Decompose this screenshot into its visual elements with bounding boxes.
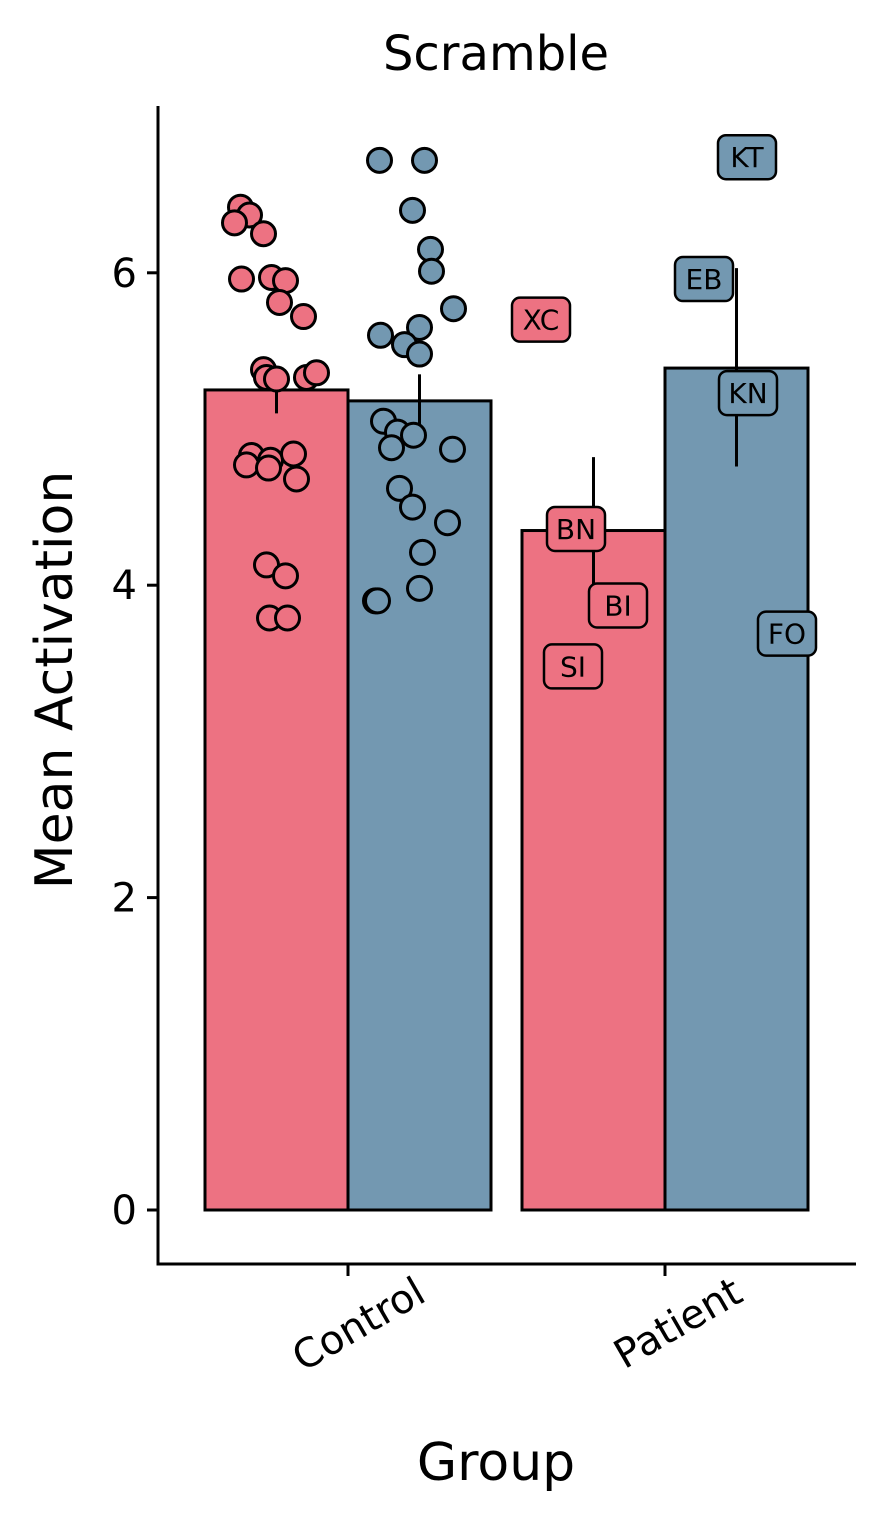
bar-control-2 — [346, 399, 493, 1212]
control-point — [367, 321, 394, 349]
x-axis-title: Group — [417, 1433, 575, 1493]
control-point — [378, 434, 405, 462]
control-point — [400, 421, 427, 449]
control-point — [255, 454, 282, 482]
patient-label: XC — [510, 296, 572, 343]
patient-label-text: KT — [730, 141, 764, 174]
y-tick-label: 6 — [112, 251, 137, 297]
patient-label-text: XC — [523, 304, 560, 337]
bar-control-1 — [203, 388, 350, 1212]
control-point — [266, 288, 293, 316]
patient-label: BN — [545, 505, 607, 553]
y-ticks: 0 2 4 6 — [112, 251, 158, 1234]
patient-label-box — [542, 643, 604, 690]
patient-label: BI — [587, 582, 649, 629]
control-point — [434, 509, 461, 537]
y-axis-title: Mean Activation — [25, 471, 85, 890]
control-point — [411, 146, 438, 174]
control-point — [272, 562, 299, 590]
patient-label-box — [716, 133, 778, 181]
patient-label-box — [510, 296, 572, 343]
control-point — [233, 451, 260, 479]
control-point — [290, 303, 317, 331]
patient-label: FO — [756, 610, 818, 657]
patient-label-box — [673, 255, 735, 303]
control-point — [386, 474, 413, 502]
patient-label: KT — [716, 133, 778, 181]
plot-area — [203, 268, 810, 1212]
control-point — [399, 493, 426, 521]
y-tick-label: 2 — [112, 876, 137, 922]
control-point — [439, 435, 466, 463]
patient-label: KN — [717, 369, 779, 417]
x-tick-label: Patient — [606, 1269, 750, 1378]
control-point — [406, 340, 433, 368]
y-tick-label: 0 — [112, 1188, 137, 1234]
bar-patient-2 — [663, 366, 810, 1212]
control-point — [399, 196, 426, 224]
patient-label: EB — [673, 255, 735, 303]
patient-label-text: FO — [768, 618, 806, 651]
point-labels: XC BN BI SI KT EB KN FO — [510, 133, 818, 690]
patient-label-text: KN — [728, 377, 767, 410]
control-point — [272, 267, 299, 295]
patient-label-text: BN — [556, 513, 596, 546]
control-point — [283, 465, 310, 493]
control-point — [274, 604, 301, 632]
patient-label-text: SI — [560, 650, 586, 683]
control-point — [418, 257, 445, 285]
patient-label-box — [587, 582, 649, 629]
data-points — [221, 146, 467, 632]
control-point — [440, 295, 467, 323]
x-tick-label: Control — [285, 1269, 433, 1381]
control-point — [406, 574, 433, 602]
control-point — [263, 365, 290, 393]
control-point — [366, 146, 393, 174]
chart-title: Scramble — [383, 26, 609, 82]
control-point — [228, 265, 255, 293]
patient-label-text: EB — [686, 263, 723, 296]
patient-label-box — [717, 369, 779, 417]
control-point — [406, 313, 433, 341]
patient-label-box — [756, 610, 818, 657]
bar-patient-1 — [520, 529, 667, 1212]
patient-label: SI — [542, 643, 604, 690]
y-tick-label: 4 — [112, 563, 137, 609]
x-ticks: Control Patient — [285, 1264, 750, 1381]
patient-label-box — [545, 505, 607, 553]
control-point — [417, 235, 444, 263]
patient-label-text: BI — [604, 590, 631, 623]
control-point — [303, 359, 330, 387]
control-point — [221, 209, 248, 237]
control-point — [409, 538, 436, 566]
control-point — [250, 220, 277, 248]
control-point — [364, 587, 391, 615]
control-point — [280, 440, 307, 468]
